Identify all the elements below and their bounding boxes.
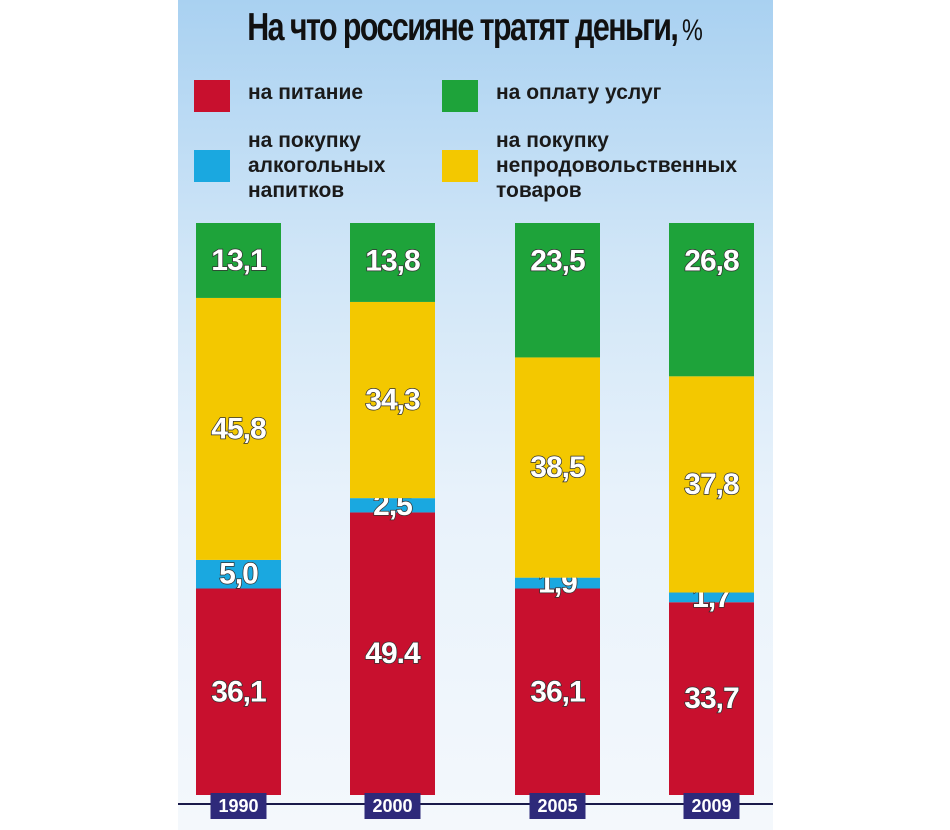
bar-segment-food-2000 [350,512,435,795]
data-label-nonfood-2005: 38,5 [530,451,585,484]
bar-segment-alcohol-2005 [515,577,600,589]
bar-segment-nonfood-2009 [669,376,754,593]
legend-swatch-alcohol [194,150,230,182]
bar-segment-food-1990 [196,588,281,795]
legend-swatch-services [442,80,478,112]
legend-item-nonfood: на покупку непродовольственных товаров [442,128,737,203]
data-label-services-2000: 13,8 [365,245,420,278]
chart-title-unit: % [681,14,703,47]
legend-item-food: на питание [194,80,363,112]
bar-segment-nonfood-2000 [350,301,435,499]
bar-segment-alcohol-2000 [350,498,435,513]
x-tick-label-1990: 1990 [218,796,258,816]
legend-item-alcohol: на покупку алкогольных напитков [194,128,385,203]
bar-segment-services-1990 [196,223,281,298]
year-badge-2000 [364,793,421,819]
data-label-nonfood-2009: 37,8 [684,468,739,501]
data-label-food-2009: 33,7 [684,682,739,715]
data-label-nonfood-1990: 45,8 [211,412,266,445]
legend-label-services: на оплату услуг [496,81,662,104]
year-badge-1990 [210,793,267,819]
bar-segment-food-2005 [515,588,600,795]
data-label-alcohol-1990: 5,0 [219,558,258,591]
data-label-services-1990: 13,1 [211,244,266,277]
bar-segment-alcohol-1990 [196,559,281,589]
bar-segment-nonfood-2005 [515,357,600,578]
legend-swatch-nonfood [442,150,478,182]
legend-label-food: на питание [248,81,364,104]
bar-segment-nonfood-1990 [196,297,281,560]
data-label-food-2005: 36,1 [530,675,585,708]
bar-segment-alcohol-2009 [669,592,754,603]
x-tick-label-2005: 2005 [537,796,577,816]
chart-title-text: На что россияне тратят деньги, [247,6,679,49]
data-label-food-2000: 49.4 [365,637,421,670]
bar-segment-services-2000 [350,223,435,302]
legend-swatch-food [194,80,230,112]
data-label-services-2009: 26,8 [684,245,739,278]
x-tick-label-2000: 2000 [372,796,412,816]
legend-label-nonfood: на покупку непродовольственных товаров [496,129,738,202]
legend-label-alcohol: на покупку алкогольных напитков [248,129,386,202]
bar-segment-services-2005 [515,223,600,358]
chart-title: На что россияне тратят деньги,% [0,6,950,50]
data-label-nonfood-2000: 34,3 [365,384,420,417]
data-label-services-2005: 23,5 [530,245,585,278]
bar-segment-food-2009 [669,602,754,795]
data-label-food-1990: 36,1 [211,675,266,708]
year-badge-2005 [529,793,586,819]
x-tick-label-2009: 2009 [691,796,731,816]
legend-item-services: на оплату услуг [442,80,661,112]
bars-group: 36,15,045,813,1199049.42,534,313,8200036… [196,223,754,819]
bar-segment-services-2009 [669,223,754,377]
year-badge-2009 [683,793,740,819]
